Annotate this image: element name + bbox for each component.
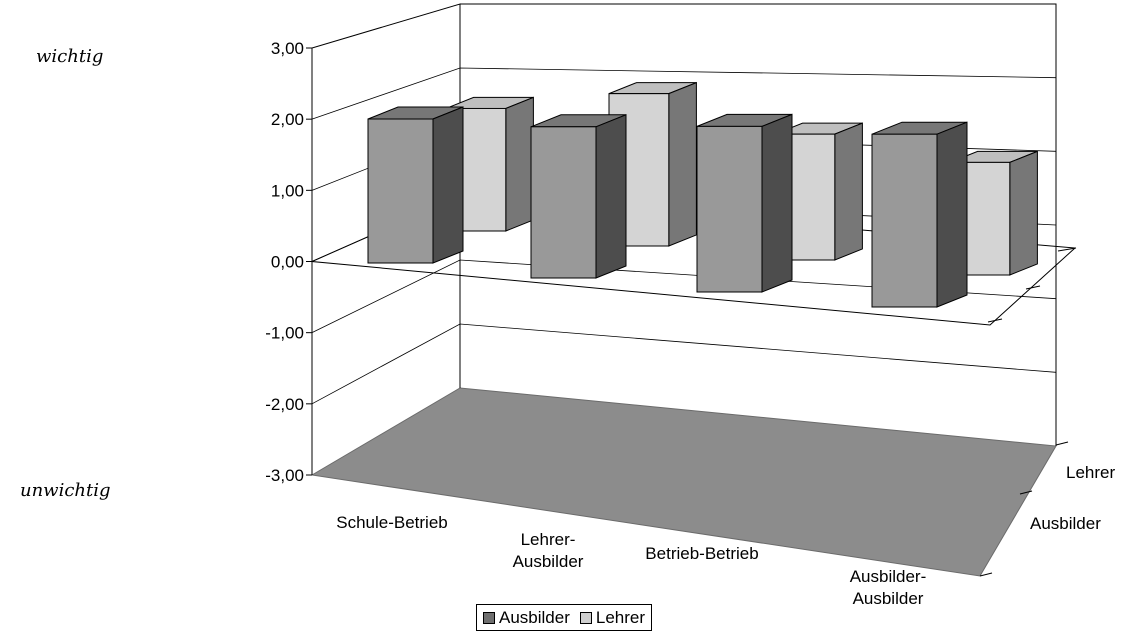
depth-tick-mark xyxy=(987,318,1003,323)
y-tick-label: -1,00 xyxy=(265,324,304,343)
bar-ausbilder-3 xyxy=(696,113,793,293)
chart-legend: Ausbilder Lehrer xyxy=(476,604,653,631)
legend-item-lehrer: Lehrer xyxy=(579,607,646,628)
legend-item-ausbilder: Ausbilder xyxy=(483,608,570,628)
y-tick-label: -2,00 xyxy=(265,395,304,414)
depth-tick-mark xyxy=(1019,490,1033,495)
depth-tick-mark xyxy=(979,572,993,577)
x-tick-label: Schule-Betrieb xyxy=(336,513,448,532)
y-tick-label: -3,00 xyxy=(265,466,304,485)
depth-tick-mark xyxy=(1057,247,1077,252)
annotation-important: wichtig xyxy=(36,46,104,67)
annotation-unimportant: unwichtig xyxy=(20,480,111,501)
depth-tick-label: Lehrer xyxy=(1066,463,1115,482)
depth-tick-label: Ausbilder xyxy=(1030,514,1101,533)
legend-label-lehrer: Lehrer xyxy=(595,607,646,627)
legend-swatch-lehrer xyxy=(579,611,592,624)
gridline xyxy=(311,259,1057,334)
depth-tick-mark xyxy=(1055,441,1069,446)
y-tick-label: 0,00 xyxy=(271,253,304,272)
legend-label-ausbilder: Ausbilder xyxy=(499,607,570,627)
bar-ausbilder-2 xyxy=(530,114,627,279)
x-tick-label: Lehrer-Ausbilder xyxy=(513,530,584,571)
bar-ausbilder-1 xyxy=(367,106,464,264)
y-tick-label: 1,00 xyxy=(271,181,304,200)
gridline xyxy=(311,67,1057,120)
y-tick-label: 2,00 xyxy=(271,110,304,129)
x-tick-label: Ausbilder-Ausbilder xyxy=(850,567,927,608)
y-tick-label: 3,00 xyxy=(271,39,304,58)
legend-swatch-ausbilder xyxy=(483,611,495,624)
depth-tick-mark xyxy=(1025,285,1041,290)
x-tick-label: Betrieb-Betrieb xyxy=(645,544,758,563)
gridline xyxy=(311,323,1057,405)
bar-ausbilder-4 xyxy=(871,121,968,308)
